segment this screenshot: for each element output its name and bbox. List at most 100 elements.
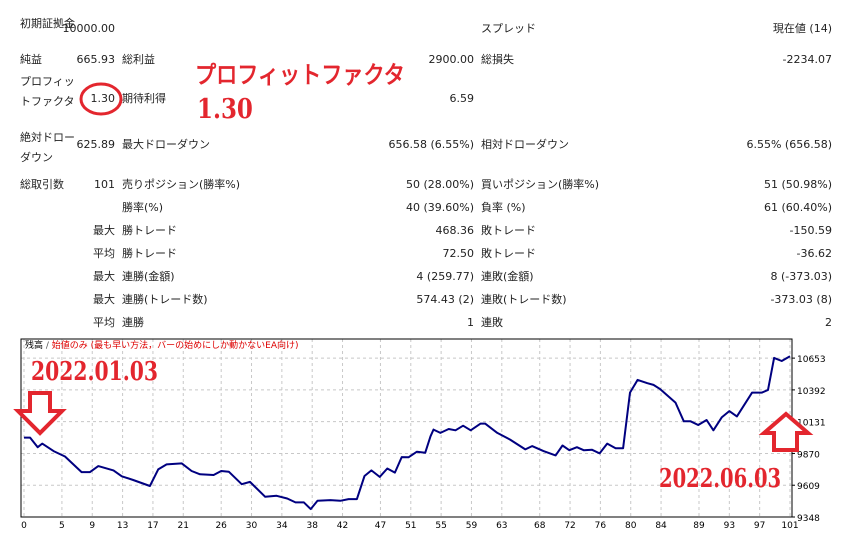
total-trades-value: 101 bbox=[94, 178, 115, 191]
row-label-2: 敗トレード bbox=[481, 247, 536, 260]
x-tick-label: 101 bbox=[781, 521, 798, 531]
row-label-2: 連敗(トレード数) bbox=[481, 293, 567, 306]
x-tick-label: 97 bbox=[754, 521, 765, 531]
absolute-drawdown-label: 絶対ドローダウン bbox=[20, 131, 75, 164]
row-value-1: 72.50 bbox=[442, 247, 475, 260]
row-value-1: 468.36 bbox=[435, 224, 475, 237]
expected-payoff-value: 6.59 bbox=[449, 92, 475, 105]
x-tick-label: 5 bbox=[59, 521, 65, 531]
row-label-1: 勝トレード bbox=[122, 224, 177, 237]
gross-profit-label: 総利益 bbox=[122, 53, 155, 66]
max-drawdown-value: 656.58 (6.55%) bbox=[388, 138, 474, 151]
x-tick-label: 84 bbox=[655, 521, 667, 531]
row-prefix: 平均 bbox=[93, 316, 115, 329]
x-tick-label: 38 bbox=[306, 521, 318, 531]
x-tick-label: 34 bbox=[276, 521, 288, 531]
row-label-2: 敗トレード bbox=[481, 224, 536, 237]
start-date-annotation: 2022.01.03 bbox=[31, 357, 159, 387]
row-value-2: -373.03 (8) bbox=[770, 293, 832, 306]
x-tick-label: 21 bbox=[178, 521, 189, 531]
x-tick-label: 26 bbox=[215, 521, 227, 531]
row-label-2: 買いポジション(勝率%) bbox=[481, 178, 600, 191]
x-tick-label: 51 bbox=[405, 521, 416, 531]
row-label-1: 連勝(金額) bbox=[122, 270, 175, 283]
row-prefix: 平均 bbox=[93, 247, 115, 260]
initial-deposit-label: 初期証拠金 bbox=[20, 17, 75, 30]
row-label-2: 連敗(金額) bbox=[481, 270, 534, 283]
chart-caption: 残高 / 始値のみ (最も早い方法，バーの始めにしか動かないEA向け) bbox=[25, 341, 299, 352]
row-label-1: 連勝(トレード数) bbox=[122, 293, 208, 306]
row-label-2: 連敗 bbox=[481, 316, 503, 329]
row-value-1: 574.43 (2) bbox=[416, 293, 474, 306]
down-arrow-icon bbox=[13, 391, 67, 436]
caption-series: 残高 bbox=[25, 341, 44, 351]
row-value-1: 4 (259.77) bbox=[416, 270, 474, 283]
max-drawdown-label: 最大ドローダウン bbox=[122, 138, 210, 151]
balance-line bbox=[24, 355, 791, 511]
highlight-circle bbox=[79, 82, 123, 116]
profit-factor-annotation-value: 1.30 bbox=[197, 94, 253, 125]
y-tick-label: 9609 bbox=[797, 482, 820, 492]
row-label-2: 負率 (%) bbox=[481, 201, 526, 214]
profit-factor-label: プロフィットファクタ bbox=[20, 75, 75, 108]
x-tick-label: 30 bbox=[246, 521, 258, 531]
row-value-1: 1 bbox=[467, 316, 474, 329]
profit-factor-annotation: プロフィットファクタ bbox=[195, 60, 405, 89]
row-value-2: 2 bbox=[825, 316, 832, 329]
gross-loss-label: 総損失 bbox=[481, 53, 514, 66]
profit-factor-value: 1.30 bbox=[90, 92, 116, 105]
relative-drawdown-value: 6.55% (656.58) bbox=[746, 138, 832, 151]
row-value-2: -150.59 bbox=[789, 224, 832, 237]
spread-value: 現在値 (14) bbox=[772, 22, 832, 35]
row-prefix: 最大 bbox=[93, 293, 115, 306]
x-tick-label: 55 bbox=[435, 521, 446, 531]
row-label-1: 売りポジション(勝率%) bbox=[122, 178, 241, 191]
row-prefix: 最大 bbox=[93, 270, 115, 283]
expected-payoff-label: 期待利得 bbox=[122, 92, 166, 105]
total-trades-label: 総取引数 bbox=[20, 178, 64, 191]
y-tick-label: 9348 bbox=[797, 514, 820, 524]
gross-profit-value: 2900.00 bbox=[428, 53, 475, 66]
spread-label: スプレッド bbox=[481, 22, 536, 35]
x-tick-label: 68 bbox=[534, 521, 546, 531]
row-label-1: 連勝 bbox=[122, 316, 144, 329]
row-value-1: 50 (28.00%) bbox=[405, 178, 474, 191]
y-tick-label: 10131 bbox=[797, 419, 826, 429]
x-tick-label: 76 bbox=[595, 521, 607, 531]
y-tick-label: 9870 bbox=[797, 450, 820, 460]
x-tick-label: 42 bbox=[337, 521, 348, 531]
initial-deposit-value: 10000.00 bbox=[62, 22, 116, 35]
x-tick-label: 72 bbox=[564, 521, 575, 531]
y-tick-label: 10653 bbox=[797, 355, 826, 365]
up-arrow-icon bbox=[758, 411, 814, 452]
row-prefix: 最大 bbox=[93, 224, 115, 237]
x-tick-label: 47 bbox=[375, 521, 386, 531]
row-value-2: 61 (60.40%) bbox=[763, 201, 832, 214]
x-tick-label: 13 bbox=[117, 521, 128, 531]
relative-drawdown-label: 相対ドローダウン bbox=[481, 138, 569, 151]
gross-loss-value: -2234.07 bbox=[782, 53, 832, 66]
row-label-1: 勝率(%) bbox=[122, 201, 164, 214]
y-tick-label: 10392 bbox=[797, 387, 826, 397]
x-tick-label: 93 bbox=[724, 521, 735, 531]
net-profit-value: 665.93 bbox=[76, 53, 116, 66]
row-value-2: -36.62 bbox=[796, 247, 832, 260]
row-value-2: 51 (50.98%) bbox=[763, 178, 832, 191]
net-profit-label: 純益 bbox=[20, 53, 42, 66]
x-tick-label: 63 bbox=[496, 521, 507, 531]
caption-separator: / bbox=[43, 341, 52, 351]
plot-area bbox=[21, 339, 792, 517]
x-tick-label: 59 bbox=[466, 521, 478, 531]
x-tick-label: 89 bbox=[693, 521, 705, 531]
row-value-1: 40 (39.60%) bbox=[405, 201, 474, 214]
end-date-annotation: 2022.06.03 bbox=[659, 464, 782, 494]
x-tick-label: 0 bbox=[21, 521, 27, 531]
row-label-1: 勝トレード bbox=[122, 247, 177, 260]
row-value-2: 8 (-373.03) bbox=[770, 270, 832, 283]
absolute-drawdown-value: 625.89 bbox=[76, 138, 116, 151]
x-tick-label: 17 bbox=[147, 521, 158, 531]
x-tick-label: 80 bbox=[625, 521, 637, 531]
x-tick-label: 9 bbox=[89, 521, 95, 531]
